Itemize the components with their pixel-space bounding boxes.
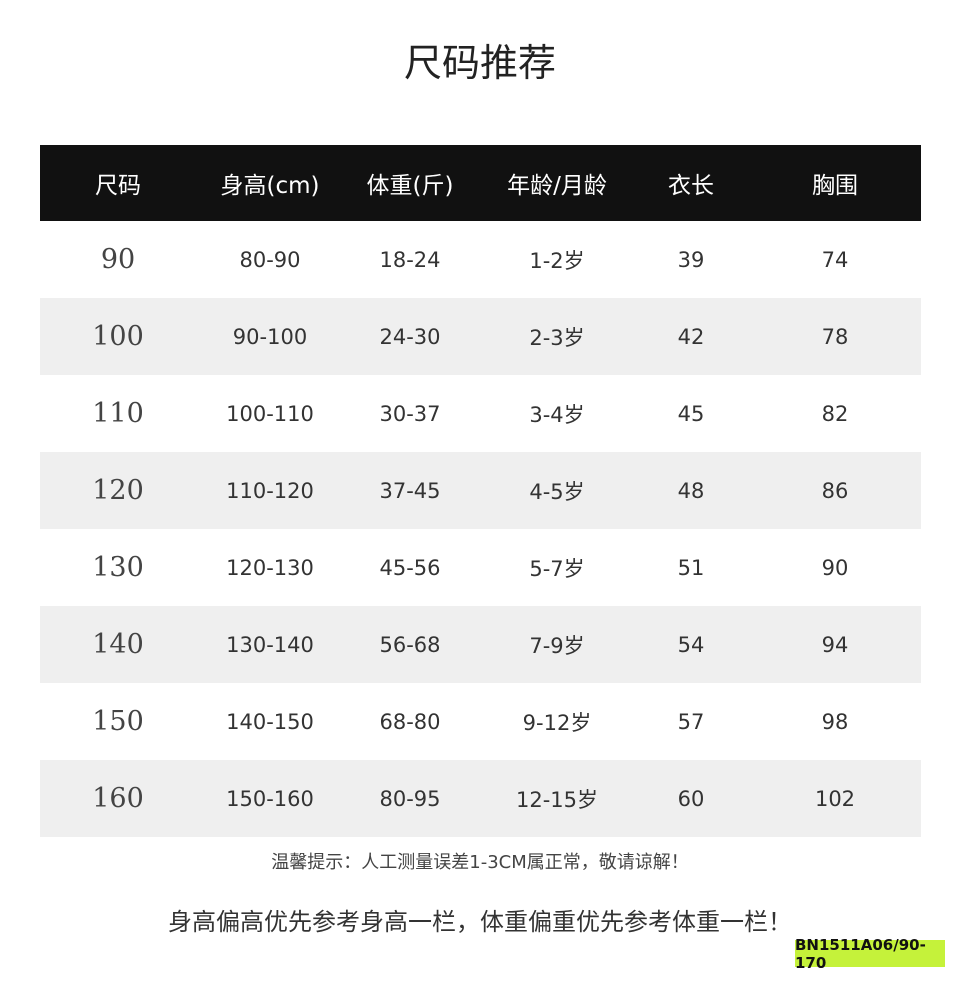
header-chest: 胸围 [812, 173, 858, 199]
cell-age: 9-12岁 [522, 710, 592, 735]
cell-chest: 74 [821, 247, 849, 272]
cell-weight: 24-30 [379, 324, 441, 349]
table-row: 120 110-120 37-45 4-5岁 48 86 [40, 452, 921, 529]
cell-height: 140-150 [226, 709, 314, 734]
cell-age: 4-5岁 [529, 479, 585, 504]
cell-age: 12-15岁 [515, 787, 599, 812]
cell-chest: 94 [821, 632, 849, 657]
cell-weight: 56-68 [379, 632, 441, 657]
cell-length: 42 [677, 324, 705, 349]
cell-height: 100-110 [226, 401, 314, 426]
cell-length: 51 [677, 555, 705, 580]
cell-size: 120 [92, 475, 144, 506]
cell-weight: 30-37 [379, 401, 441, 426]
cell-chest: 98 [821, 709, 849, 734]
cell-weight: 37-45 [379, 478, 441, 503]
cell-size: 140 [92, 629, 144, 660]
cell-age: 1-2岁 [529, 248, 585, 273]
cell-size: 110 [92, 398, 144, 429]
table-header: 尺码 身高(cm) 体重(斤) 年龄/月龄 衣长 胸围 [40, 145, 921, 221]
table-row: 90 80-90 18-24 1-2岁 39 74 [40, 221, 921, 298]
cell-height: 120-130 [226, 555, 314, 580]
header-height: 身高(cm) [220, 173, 320, 199]
product-code-badge: BN1511A06/90-170 [795, 936, 945, 972]
cell-length: 57 [677, 709, 705, 734]
cell-height: 80-90 [239, 247, 301, 272]
measurement-tip: 温馨提示：人工测量误差1-3CM属正常，敬请谅解！ [271, 852, 689, 873]
selection-note: 身高偏高优先参考身高一栏，体重偏重优先参考体重一栏！ [168, 908, 792, 936]
page-title: 尺码推荐 [403, 41, 556, 85]
cell-age: 3-4岁 [529, 402, 585, 427]
cell-chest: 102 [814, 786, 856, 811]
cell-length: 39 [677, 247, 705, 272]
cell-length: 45 [677, 401, 705, 426]
cell-weight: 45-56 [379, 555, 441, 580]
cell-age: 2-3岁 [529, 325, 585, 350]
cell-size: 130 [92, 552, 144, 583]
cell-weight: 18-24 [379, 247, 441, 272]
cell-size: 160 [92, 783, 144, 814]
cell-height: 150-160 [226, 786, 314, 811]
table-row: 100 90-100 24-30 2-3岁 42 78 [40, 298, 921, 375]
cell-age: 7-9岁 [529, 633, 585, 658]
table-row: 130 120-130 45-56 5-7岁 51 90 [40, 529, 921, 606]
cell-age: 5-7岁 [529, 556, 585, 581]
cell-height: 130-140 [226, 632, 314, 657]
cell-size: 100 [92, 321, 144, 352]
cell-chest: 86 [821, 478, 849, 503]
header-weight: 体重(斤) [366, 173, 454, 199]
cell-height: 90-100 [232, 324, 308, 349]
cell-size: 150 [92, 706, 144, 737]
cell-chest: 82 [821, 401, 849, 426]
cell-length: 60 [677, 786, 705, 811]
table-row: 140 130-140 56-68 7-9岁 54 94 [40, 606, 921, 683]
cell-height: 110-120 [226, 478, 314, 503]
cell-length: 54 [677, 632, 705, 657]
cell-length: 48 [677, 478, 705, 503]
cell-weight: 80-95 [379, 786, 441, 811]
header-length: 衣长 [668, 173, 714, 199]
table-row: 110 100-110 30-37 3-4岁 45 82 [40, 375, 921, 452]
header-age: 年龄/月龄 [507, 173, 607, 199]
table-row: 150 140-150 68-80 9-12岁 57 98 [40, 683, 921, 760]
cell-size: 90 [100, 244, 136, 275]
header-size: 尺码 [95, 173, 141, 199]
size-table: 尺码 身高(cm) 体重(斤) 年龄/月龄 衣长 胸围 90 80-90 18-24… [40, 145, 921, 837]
cell-weight: 68-80 [379, 709, 441, 734]
cell-chest: 78 [821, 324, 849, 349]
table-row: 160 150-160 80-95 12-15岁 60 102 [40, 760, 921, 837]
cell-chest: 90 [821, 555, 849, 580]
